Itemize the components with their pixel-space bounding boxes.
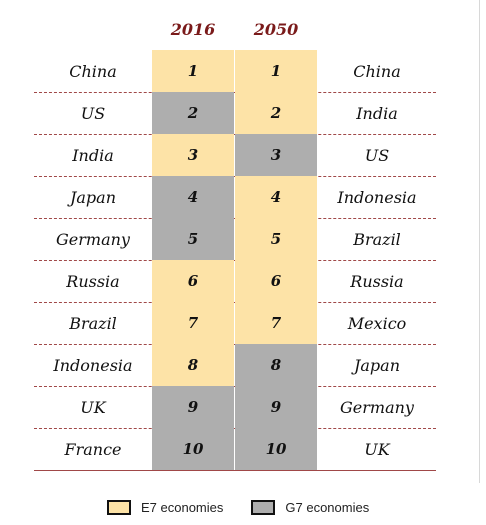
rank-2016-cell: 9 bbox=[152, 386, 234, 428]
table-row: Indonesia 8 8 Japan bbox=[0, 344, 486, 386]
country-2050: Indonesia bbox=[337, 187, 417, 207]
table-row: India 3 3 US bbox=[0, 134, 486, 176]
country-2016: UK bbox=[80, 397, 106, 417]
country-2016: Brazil bbox=[69, 313, 117, 333]
g7-legend-label: G7 economies bbox=[285, 499, 370, 515]
rank-2016-cell: 7 bbox=[152, 302, 234, 344]
table-row: Germany 5 5 Brazil bbox=[0, 218, 486, 260]
country-2016: China bbox=[69, 61, 117, 81]
rank-2050-cell: 5 bbox=[235, 218, 317, 260]
rank-2016-cell: 4 bbox=[152, 176, 234, 218]
year-2016-header: 2016 bbox=[170, 20, 216, 39]
country-2050: US bbox=[364, 145, 390, 165]
table-row: UK 9 9 Germany bbox=[0, 386, 486, 428]
table-row: Russia 6 6 Russia bbox=[0, 260, 486, 302]
country-2050: Mexico bbox=[347, 313, 407, 333]
country-2050: UK bbox=[364, 439, 390, 459]
country-2016: France bbox=[64, 439, 122, 459]
rank-2016-cell: 1 bbox=[152, 50, 234, 92]
table-row: Japan 4 4 Indonesia bbox=[0, 176, 486, 218]
e7-swatch bbox=[107, 499, 131, 515]
rank-2050-cell: 4 bbox=[235, 176, 317, 218]
table-row: China 1 1 China bbox=[0, 50, 486, 92]
rank-2050-cell: 2 bbox=[235, 92, 317, 134]
country-2050: Brazil bbox=[353, 229, 401, 249]
country-2016: Indonesia bbox=[53, 355, 133, 375]
country-2050: India bbox=[356, 103, 398, 123]
country-2016: US bbox=[80, 103, 106, 123]
rank-2050-cell: 6 bbox=[235, 260, 317, 302]
country-2016: India bbox=[72, 145, 114, 165]
rank-2050-cell: 9 bbox=[235, 386, 317, 428]
year-2050-header: 2050 bbox=[253, 20, 299, 39]
table-row: France 10 10 UK bbox=[0, 428, 486, 470]
figure-frame bbox=[22, 0, 480, 483]
g7-swatch bbox=[251, 499, 276, 515]
table-row: US 2 2 India bbox=[0, 92, 486, 134]
rank-2016-cell: 8 bbox=[152, 344, 234, 386]
country-2016: Japan bbox=[69, 187, 117, 207]
e7-legend-label: E7 economies bbox=[141, 499, 224, 515]
rank-2050-cell: 7 bbox=[235, 302, 317, 344]
country-2050: China bbox=[353, 61, 401, 81]
rank-2050-cell: 1 bbox=[235, 50, 317, 92]
rank-2016-cell: 5 bbox=[152, 218, 234, 260]
rank-2016-cell: 3 bbox=[152, 134, 234, 176]
rank-2016-cell: 6 bbox=[152, 260, 234, 302]
row-divider bbox=[34, 470, 436, 471]
legend: E7 economies G7 economies bbox=[107, 496, 397, 518]
rank-2050-cell: 8 bbox=[235, 344, 317, 386]
table-row: Brazil 7 7 Mexico bbox=[0, 302, 486, 344]
rank-2016-cell: 10 bbox=[152, 428, 234, 470]
country-2050: Germany bbox=[340, 397, 414, 417]
country-2050: Russia bbox=[350, 271, 404, 291]
country-2016: Germany bbox=[56, 229, 130, 249]
rank-2050-cell: 10 bbox=[235, 428, 317, 470]
rank-2050-cell: 3 bbox=[235, 134, 317, 176]
rank-2016-cell: 2 bbox=[152, 92, 234, 134]
country-2050: Japan bbox=[353, 355, 401, 375]
country-2016: Russia bbox=[66, 271, 120, 291]
